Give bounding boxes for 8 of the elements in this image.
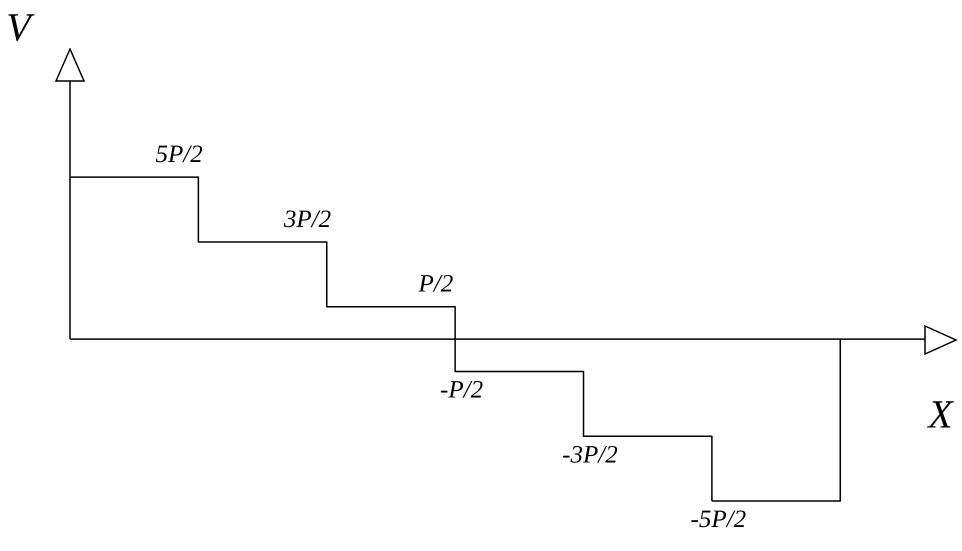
annotation: -P/2 xyxy=(440,376,484,404)
annotation: -3P/2 xyxy=(562,441,618,468)
y-axis-title: V xyxy=(6,4,36,50)
x-axis-title: X xyxy=(926,392,954,436)
annotation: P/2 xyxy=(418,270,454,298)
text: -5P/2 xyxy=(690,506,746,534)
annotation: 3P/2 xyxy=(282,206,332,233)
annotation: 5P/2 xyxy=(156,141,203,168)
